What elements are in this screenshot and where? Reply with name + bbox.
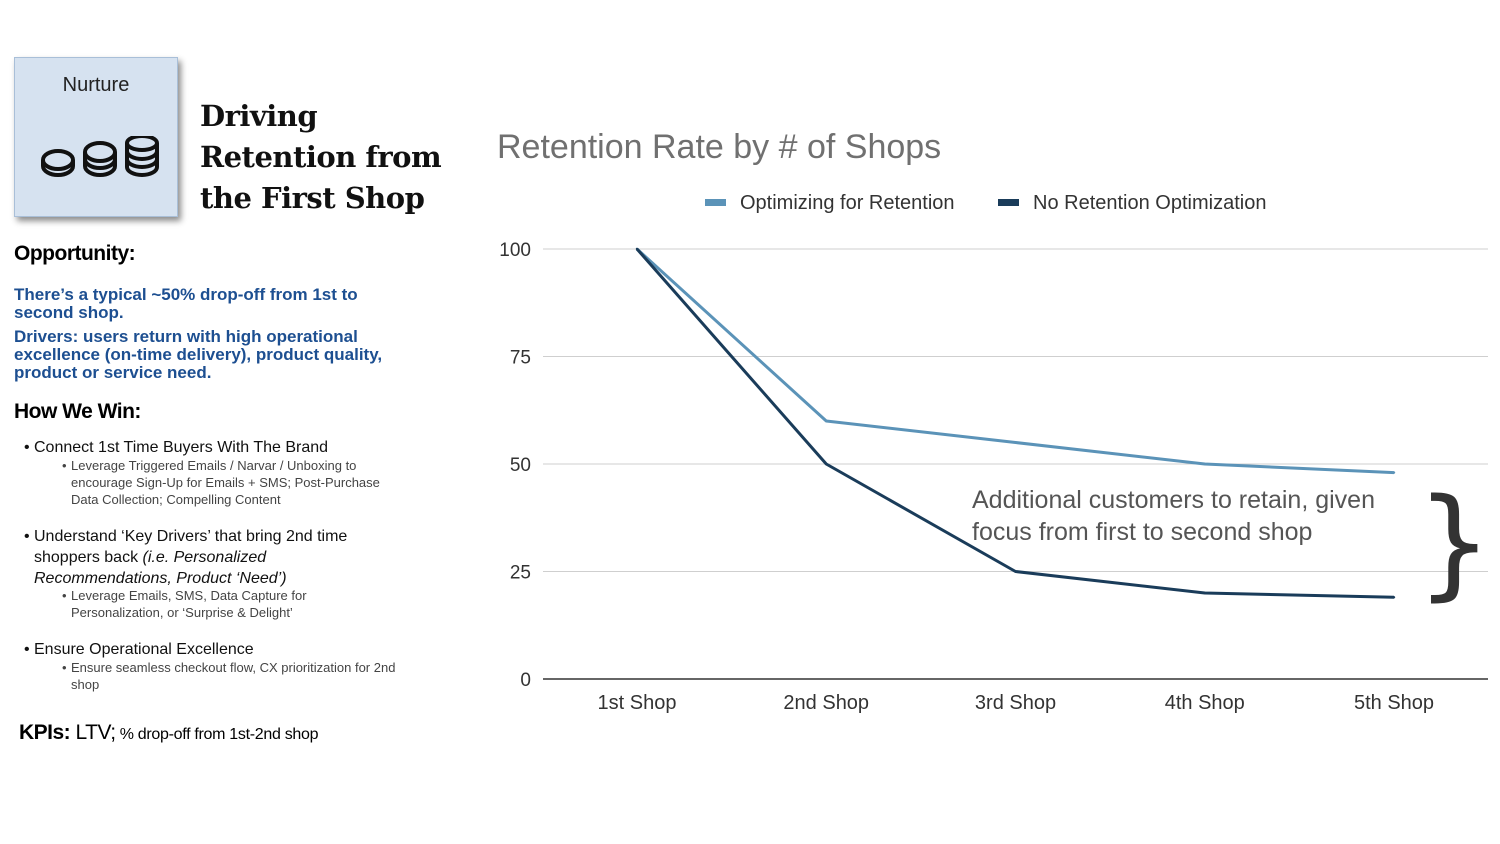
data-point bbox=[1203, 462, 1206, 466]
nurture-card: Nurture bbox=[14, 57, 178, 217]
sub-bullet-connect-buyers: • Leverage Triggered Emails / Narvar / U… bbox=[62, 457, 397, 508]
title-line-2: Retention from bbox=[200, 140, 442, 174]
series-line-1 bbox=[635, 247, 1395, 475]
nurture-label: Nurture bbox=[62, 74, 130, 96]
bullet-key-drivers-text: Understand ‘Key Drivers’ that bring 2nd … bbox=[34, 528, 348, 566]
sub-bullet-key-drivers-text: Leverage Emails, SMS, Data Capture for P… bbox=[71, 588, 307, 620]
legend-label-1: Optimizing for Retention bbox=[740, 192, 955, 214]
title-line-1: Driving bbox=[200, 99, 318, 133]
how-we-win-heading: How We Win: bbox=[14, 400, 141, 423]
kpi-label: KPIs: bbox=[19, 721, 71, 744]
x-tick-label: 5th Shop bbox=[1354, 692, 1434, 714]
y-tick-label: 0 bbox=[520, 670, 531, 691]
opportunity-text-2: Drivers: users return with high operatio… bbox=[14, 327, 383, 382]
data-point bbox=[1392, 596, 1396, 599]
x-tick-label: 4th Shop bbox=[1165, 692, 1245, 714]
bullet-key-drivers: • Understand ‘Key Drivers’ that bring 2n… bbox=[24, 528, 348, 587]
x-tick-label: 1st Shop bbox=[598, 692, 677, 714]
y-tick-label: 25 bbox=[510, 563, 531, 584]
data-point bbox=[825, 419, 828, 423]
legend-swatch-2 bbox=[998, 199, 1019, 206]
sub-bullet-operational-excellence: • Ensure seamless checkout flow, CX prio… bbox=[62, 660, 396, 692]
kpi-main: LTV; bbox=[70, 721, 117, 744]
legend-label-2: No Retention Optimization bbox=[1033, 192, 1266, 214]
page-title: Driving Retention from the First Shop bbox=[200, 96, 442, 219]
title-line-3: the First Shop bbox=[200, 181, 425, 215]
data-point bbox=[635, 247, 639, 251]
brace-annotation: } bbox=[1416, 474, 1492, 613]
y-tick-label: 75 bbox=[510, 348, 531, 369]
bullet-key-drivers-italic: (i.e. Personalized Recommendations, Prod… bbox=[34, 549, 287, 587]
data-point bbox=[1014, 570, 1017, 573]
bullet-operational-excellence: • Ensure Operational Excellence bbox=[24, 639, 384, 660]
legend-swatch-1 bbox=[705, 199, 726, 206]
x-tick-label: 2nd Shop bbox=[783, 692, 869, 714]
chart-annotation: Additional customers to retain, given fo… bbox=[972, 486, 1375, 546]
data-point bbox=[1014, 441, 1017, 444]
chart-title: Retention Rate by # of Shops bbox=[497, 128, 942, 166]
kpi-rest: % drop-off from 1st-2nd shop bbox=[115, 726, 319, 743]
bullet-operational-excellence-text: Ensure Operational Excellence bbox=[34, 641, 254, 658]
x-tick-label: 3rd Shop bbox=[975, 692, 1056, 714]
bullet-connect-buyers-text: Connect 1st Time Buyers With The Brand bbox=[34, 439, 329, 456]
data-point bbox=[825, 462, 828, 466]
sub-bullet-connect-buyers-text: Leverage Triggered Emails / Narvar / Unb… bbox=[71, 458, 380, 507]
y-tick-label: 100 bbox=[499, 240, 531, 261]
bullet-connect-buyers: • Connect 1st Time Buyers With The Brand bbox=[24, 437, 384, 458]
data-point bbox=[1203, 591, 1206, 595]
kpis: KPIs: LTV; % drop-off from 1st-2nd shop bbox=[19, 721, 319, 745]
y-tick-label: 50 bbox=[510, 455, 531, 476]
opportunity-heading: Opportunity: bbox=[14, 242, 136, 265]
sub-bullet-operational-excellence-text: Ensure seamless checkout flow, CX priori… bbox=[71, 660, 396, 692]
coin-stacks-icon bbox=[41, 136, 159, 177]
sub-bullet-key-drivers: • Leverage Emails, SMS, Data Capture for… bbox=[62, 587, 397, 621]
opportunity-text-1: There’s a typical ~50% drop-off from 1st… bbox=[14, 285, 358, 322]
data-point bbox=[1392, 471, 1396, 474]
